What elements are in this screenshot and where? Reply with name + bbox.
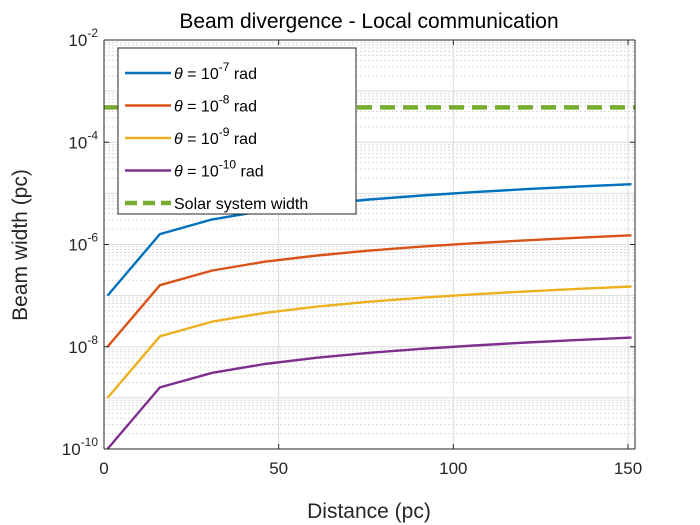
x-tick-label: 150 — [614, 459, 642, 478]
y-tick-label: 10-4 — [68, 128, 98, 152]
legend-box — [117, 47, 357, 215]
legend-label-3: θ = 10-9 rad — [174, 125, 257, 148]
legend-label-2: θ = 10-8 rad — [174, 93, 257, 116]
y-tick-label: 10-10 — [62, 435, 99, 459]
legend: θ = 10-7 rad θ = 10-8 rad θ = 10-9 rad θ = … — [117, 47, 357, 215]
series-line-2 — [106, 234, 632, 348]
legend-label-5: Solar system width — [174, 196, 308, 213]
legend-label-1: θ = 10-7 rad — [174, 60, 257, 83]
x-tick-label: 0 — [99, 459, 108, 478]
series-line-3 — [106, 285, 632, 399]
x-axis-label: Distance (pc) — [307, 500, 431, 523]
axes — [103, 39, 636, 450]
legend-label-4: θ = 10-10 rad — [174, 158, 264, 181]
tick-labels: 0 50 100 150 10-10 10-8 10-6 10-4 10-2 — [62, 26, 642, 478]
series-layer — [104, 105, 635, 450]
y-tick-label: 10-8 — [68, 333, 98, 357]
y-tick-label: 10-6 — [68, 231, 98, 255]
series-line-4 — [106, 336, 632, 450]
y-tick-label: 10-2 — [68, 26, 98, 50]
x-tick-label: 50 — [269, 459, 288, 478]
series-line-1 — [106, 183, 632, 297]
x-tick-label: 100 — [439, 459, 467, 478]
y-axis-label: Beam width (pc) — [9, 169, 32, 321]
chart-title: Beam divergence - Local communication — [179, 10, 558, 33]
